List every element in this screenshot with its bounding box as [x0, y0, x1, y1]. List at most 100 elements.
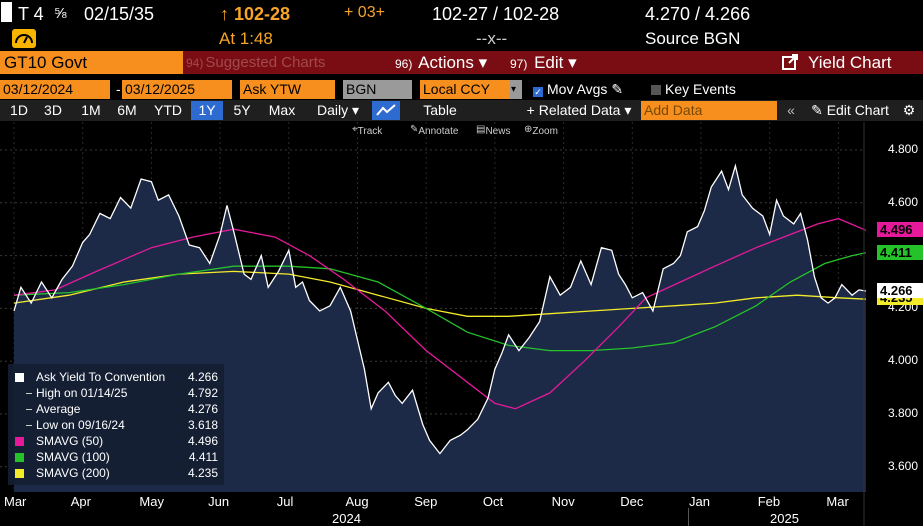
legend-value: 4.276: [187, 402, 218, 416]
yield-line: [13, 163, 867, 455]
separator: --x--: [476, 29, 508, 48]
period-3d[interactable]: 3D: [44, 102, 62, 118]
x-tick-label: Jan: [689, 494, 710, 509]
key-events-toggle[interactable]: Key Events: [648, 80, 758, 99]
edit-number: 97): [510, 57, 528, 71]
gear-icon[interactable]: ⚙: [902, 102, 916, 118]
quote-header: T 4 ⅝ 02/15/35 ↑ 102-28 + 03+ 102-27 / 1…: [0, 0, 923, 28]
edit-chart-button[interactable]: ✎ Edit Chart: [811, 102, 889, 118]
legend-swatch: [15, 373, 24, 382]
period-1y[interactable]: 1Y: [191, 101, 223, 120]
news-tool[interactable]: ▤ News: [476, 124, 511, 137]
frequency-label: Daily: [316, 102, 349, 118]
bid-ask-price: 102-27 / 102-28: [432, 4, 560, 24]
legend-value: 4.496: [187, 434, 218, 448]
key-events-label: Key Events: [665, 81, 736, 97]
zoom-tool[interactable]: ⊕ Zoom: [524, 124, 558, 137]
period-1m[interactable]: 1M: [81, 102, 101, 118]
x-tick-label: Mar: [826, 494, 849, 509]
edit-button[interactable]: 97) Edit ▾: [510, 51, 577, 74]
mov-avgs-toggle[interactable]: ✓ Mov Avgs ✎: [530, 80, 640, 99]
x-tick-label: Jun: [208, 494, 230, 509]
x-tick-label: Sep: [414, 494, 438, 509]
period-1d[interactable]: 1D: [10, 102, 28, 118]
actions-button[interactable]: 96) Actions ▾: [395, 51, 487, 74]
ticker: T 4: [18, 4, 44, 24]
actions-number: 96): [395, 57, 413, 71]
end-date-input[interactable]: 03/12/2025: [122, 80, 232, 99]
year-label-2024: 2024: [332, 511, 361, 526]
add-data-input[interactable]: Add Data: [641, 101, 777, 120]
legend-value: 4.411: [188, 450, 218, 464]
legend-swatch: [26, 393, 32, 394]
legend-value: 3.618: [187, 418, 218, 432]
legend-row[interactable]: SMAVG (200) 4.235: [8, 466, 224, 482]
legend-value: 4.792: [187, 386, 218, 400]
legend-swatch: [26, 409, 32, 410]
source-input[interactable]: BGN: [343, 80, 412, 99]
actions-label: Actions: [418, 53, 474, 72]
date-dash: -: [116, 81, 121, 97]
suggested-charts-button[interactable]: 94) Suggested Charts: [186, 54, 326, 71]
x-tick-label: Apr: [70, 494, 91, 509]
zoom-label: Zoom: [532, 126, 558, 137]
x-tick-label: May: [139, 494, 164, 509]
legend-name: High on 01/14/25: [36, 386, 128, 400]
y-tick-label: 3.600: [888, 458, 919, 473]
price-change: + 03+: [344, 4, 385, 21]
legend-swatch: [15, 453, 24, 462]
period-ytd[interactable]: YTD: [154, 102, 182, 118]
toolbar: 1D 3D 1M 6M YTD 1Y 5Y Max Daily ▾ Table …: [0, 100, 923, 121]
controls-row: 03/12/2024 - 03/12/2025 Ask YTW BGN Loca…: [0, 80, 923, 101]
period-6m[interactable]: 6M: [117, 102, 137, 118]
yield-chart[interactable]: [0, 122, 923, 526]
ticker-marker: [1, 2, 12, 22]
checkbox-checked-icon: ✓: [533, 87, 543, 97]
chart-tools: ⌖ Track ✎ Annotate ▤ News ⊕ Zoom: [340, 122, 572, 138]
period-5y[interactable]: 5Y: [233, 102, 251, 118]
legend: Ask Yield To Convention 4.266 High on 01/1…: [8, 364, 224, 485]
mov-avgs-label: Mov Avgs: [547, 81, 608, 97]
legend-value: 4.235: [187, 466, 218, 480]
smavg50-line: [13, 217, 867, 410]
legend-row[interactable]: SMAVG (100) 4.411: [8, 450, 224, 466]
quote-subheader: At 1:48 --x-- Source BGN: [0, 28, 923, 50]
related-data-button[interactable]: + Related Data ▾: [526, 102, 632, 118]
currency-select[interactable]: Local CCY: [420, 80, 510, 99]
line-chart-icon[interactable]: [372, 101, 400, 120]
track-tool[interactable]: ⌖ Track: [352, 124, 383, 137]
field-select[interactable]: Ask YTW: [240, 80, 335, 99]
legend-name: Ask Yield To Convention: [36, 370, 166, 384]
legend-swatch: [15, 469, 24, 478]
x-tick-label: Feb: [757, 494, 781, 509]
x-tick-label: Aug: [345, 494, 369, 509]
x-tick-label: Oct: [482, 494, 504, 509]
currency-dropdown-icon[interactable]: ▾: [510, 80, 522, 99]
x-tick-label: Jul: [276, 494, 294, 509]
security-field[interactable]: GT10 Govt: [0, 51, 183, 74]
suggested-charts-label: Suggested Charts: [205, 54, 326, 71]
legend-row[interactable]: Ask Yield To Convention 4.266: [8, 370, 224, 386]
news-label: News: [485, 126, 511, 137]
legend-row[interactable]: High on 01/14/25 4.792: [8, 386, 224, 402]
legend-row[interactable]: Low on 09/16/24 3.618: [8, 418, 224, 434]
legend-row[interactable]: Average 4.276: [8, 402, 224, 418]
y-tick-label: 4.800: [888, 142, 919, 156]
collapse-icon[interactable]: «: [787, 102, 795, 118]
x-tick-label: Nov: [551, 494, 575, 509]
yield-chart-title[interactable]: Yield Chart: [782, 51, 891, 74]
coupon-fraction: ⅝: [54, 5, 67, 22]
gauge-icon[interactable]: [12, 29, 36, 48]
table-button[interactable]: Table: [423, 102, 457, 118]
function-bar: GT10 Govt 94) Suggested Charts 96) Action…: [0, 51, 923, 74]
start-date-input[interactable]: 03/12/2024: [0, 80, 110, 99]
track-label: Track: [357, 126, 383, 137]
legend-name: SMAVG (200): [36, 466, 110, 480]
frequency-select[interactable]: Daily ▾: [316, 102, 360, 118]
period-max[interactable]: Max: [268, 102, 296, 118]
annotate-tool[interactable]: ✎ Annotate: [410, 124, 459, 137]
legend-name: SMAVG (100): [36, 450, 110, 464]
legend-row[interactable]: SMAVG (50) 4.496: [8, 434, 224, 450]
annotate-label: Annotate: [418, 126, 459, 137]
related-data-label: + Related Data: [526, 102, 621, 118]
